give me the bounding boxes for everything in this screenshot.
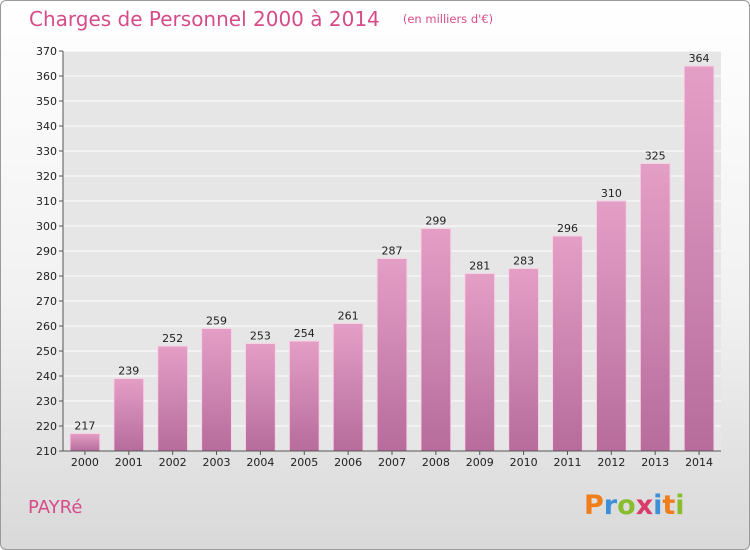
x-tick-label-2010: 2010 [510, 456, 538, 469]
x-tick-label-2012: 2012 [597, 456, 625, 469]
data-label-2008: 299 [425, 215, 446, 228]
x-tick-label-2006: 2006 [334, 456, 362, 469]
data-label-2006: 261 [338, 310, 359, 323]
bars [69, 65, 715, 452]
y-tick-label: 230 [36, 395, 57, 408]
x-tick-label-2007: 2007 [378, 456, 406, 469]
x-tick-label-2004: 2004 [246, 456, 274, 469]
data-label-2011: 296 [557, 222, 578, 235]
commune-name: PAYRé [28, 497, 83, 518]
logo-letter: x [635, 490, 654, 521]
y-tick-label: 290 [36, 245, 57, 258]
logo-letter: i [675, 490, 685, 521]
chart-subtitle: (en milliers d'€) [402, 12, 494, 26]
data-label-2002: 252 [162, 332, 183, 345]
y-tick-label: 280 [36, 270, 57, 283]
bar-2011 [552, 235, 583, 452]
y-tick-label: 360 [36, 70, 57, 83]
bar-2012 [595, 200, 627, 452]
x-tick-label-2014: 2014 [685, 456, 713, 469]
data-label-2000: 217 [74, 420, 95, 433]
y-tick-label: 220 [36, 420, 57, 433]
x-tick-label-2005: 2005 [290, 456, 318, 469]
y-tick-label: 240 [36, 370, 57, 383]
y-tick-label: 350 [36, 95, 57, 108]
data-label-2012: 310 [601, 187, 622, 200]
logo-letter: r [603, 490, 618, 521]
y-tick-label: 330 [36, 145, 57, 158]
data-label-2001: 239 [118, 365, 139, 378]
y-tick-label: 370 [36, 45, 57, 58]
x-tick-label-2002: 2002 [159, 456, 187, 469]
data-label-2010: 283 [513, 255, 534, 268]
logo-letter: o [617, 490, 636, 521]
y-tick-label: 340 [36, 120, 57, 133]
proxiti-logo: Proxiti [584, 490, 685, 521]
logo-letter: P [584, 490, 604, 521]
chart-title: Charges de Personnel 2000 à 2014 [29, 7, 380, 31]
bar-2014 [683, 65, 715, 452]
x-tick-label-2001: 2001 [115, 456, 143, 469]
bar-2009 [464, 273, 496, 452]
data-label-2005: 254 [294, 327, 315, 340]
bar-2013 [639, 163, 671, 452]
data-labels: 217 239 252 259 253 254 261 287 299 281 283 296 310 3… [74, 52, 709, 433]
bar-2002 [157, 345, 189, 452]
x-tick-label-2003: 2003 [203, 456, 231, 469]
data-label-2004: 253 [250, 330, 271, 343]
bar-2008 [420, 228, 452, 452]
y-tick-label: 250 [36, 345, 57, 358]
data-label-2013: 325 [645, 150, 666, 163]
data-label-2014: 364 [689, 52, 710, 65]
data-label-2003: 259 [206, 315, 227, 328]
title-row: Charges de Personnel 2000 à 2014 (en mil… [29, 7, 493, 31]
bar-2006 [332, 323, 364, 452]
bar-2010 [508, 268, 540, 452]
y-tick-label: 210 [36, 445, 57, 458]
bar-2004 [244, 343, 276, 452]
data-label-2007: 287 [382, 245, 403, 258]
data-label-2009: 281 [469, 260, 490, 273]
bar-2003 [201, 328, 232, 452]
y-tick-label: 320 [36, 170, 57, 183]
logo-letter: i [653, 490, 663, 521]
bar-2000 [69, 433, 101, 452]
x-tick-label-2000: 2000 [71, 456, 99, 469]
x-tick-label-2013: 2013 [641, 456, 669, 469]
y-tick-label: 260 [36, 320, 57, 333]
y-tick-label: 310 [36, 195, 57, 208]
y-tick-label: 270 [36, 295, 57, 308]
bar-2005 [288, 340, 320, 452]
logo-letter: t [662, 490, 676, 521]
x-tick-label-2009: 2009 [466, 456, 494, 469]
bar-2007 [376, 258, 408, 452]
x-axis-ticks: 2000 2001 2002 2003 2004 2005 2006 2007 2008 2009… [71, 451, 713, 469]
x-tick-label-2011: 2011 [553, 456, 581, 469]
x-tick-label-2008: 2008 [422, 456, 450, 469]
bar-2001 [113, 378, 145, 452]
y-tick-label: 300 [36, 220, 57, 233]
